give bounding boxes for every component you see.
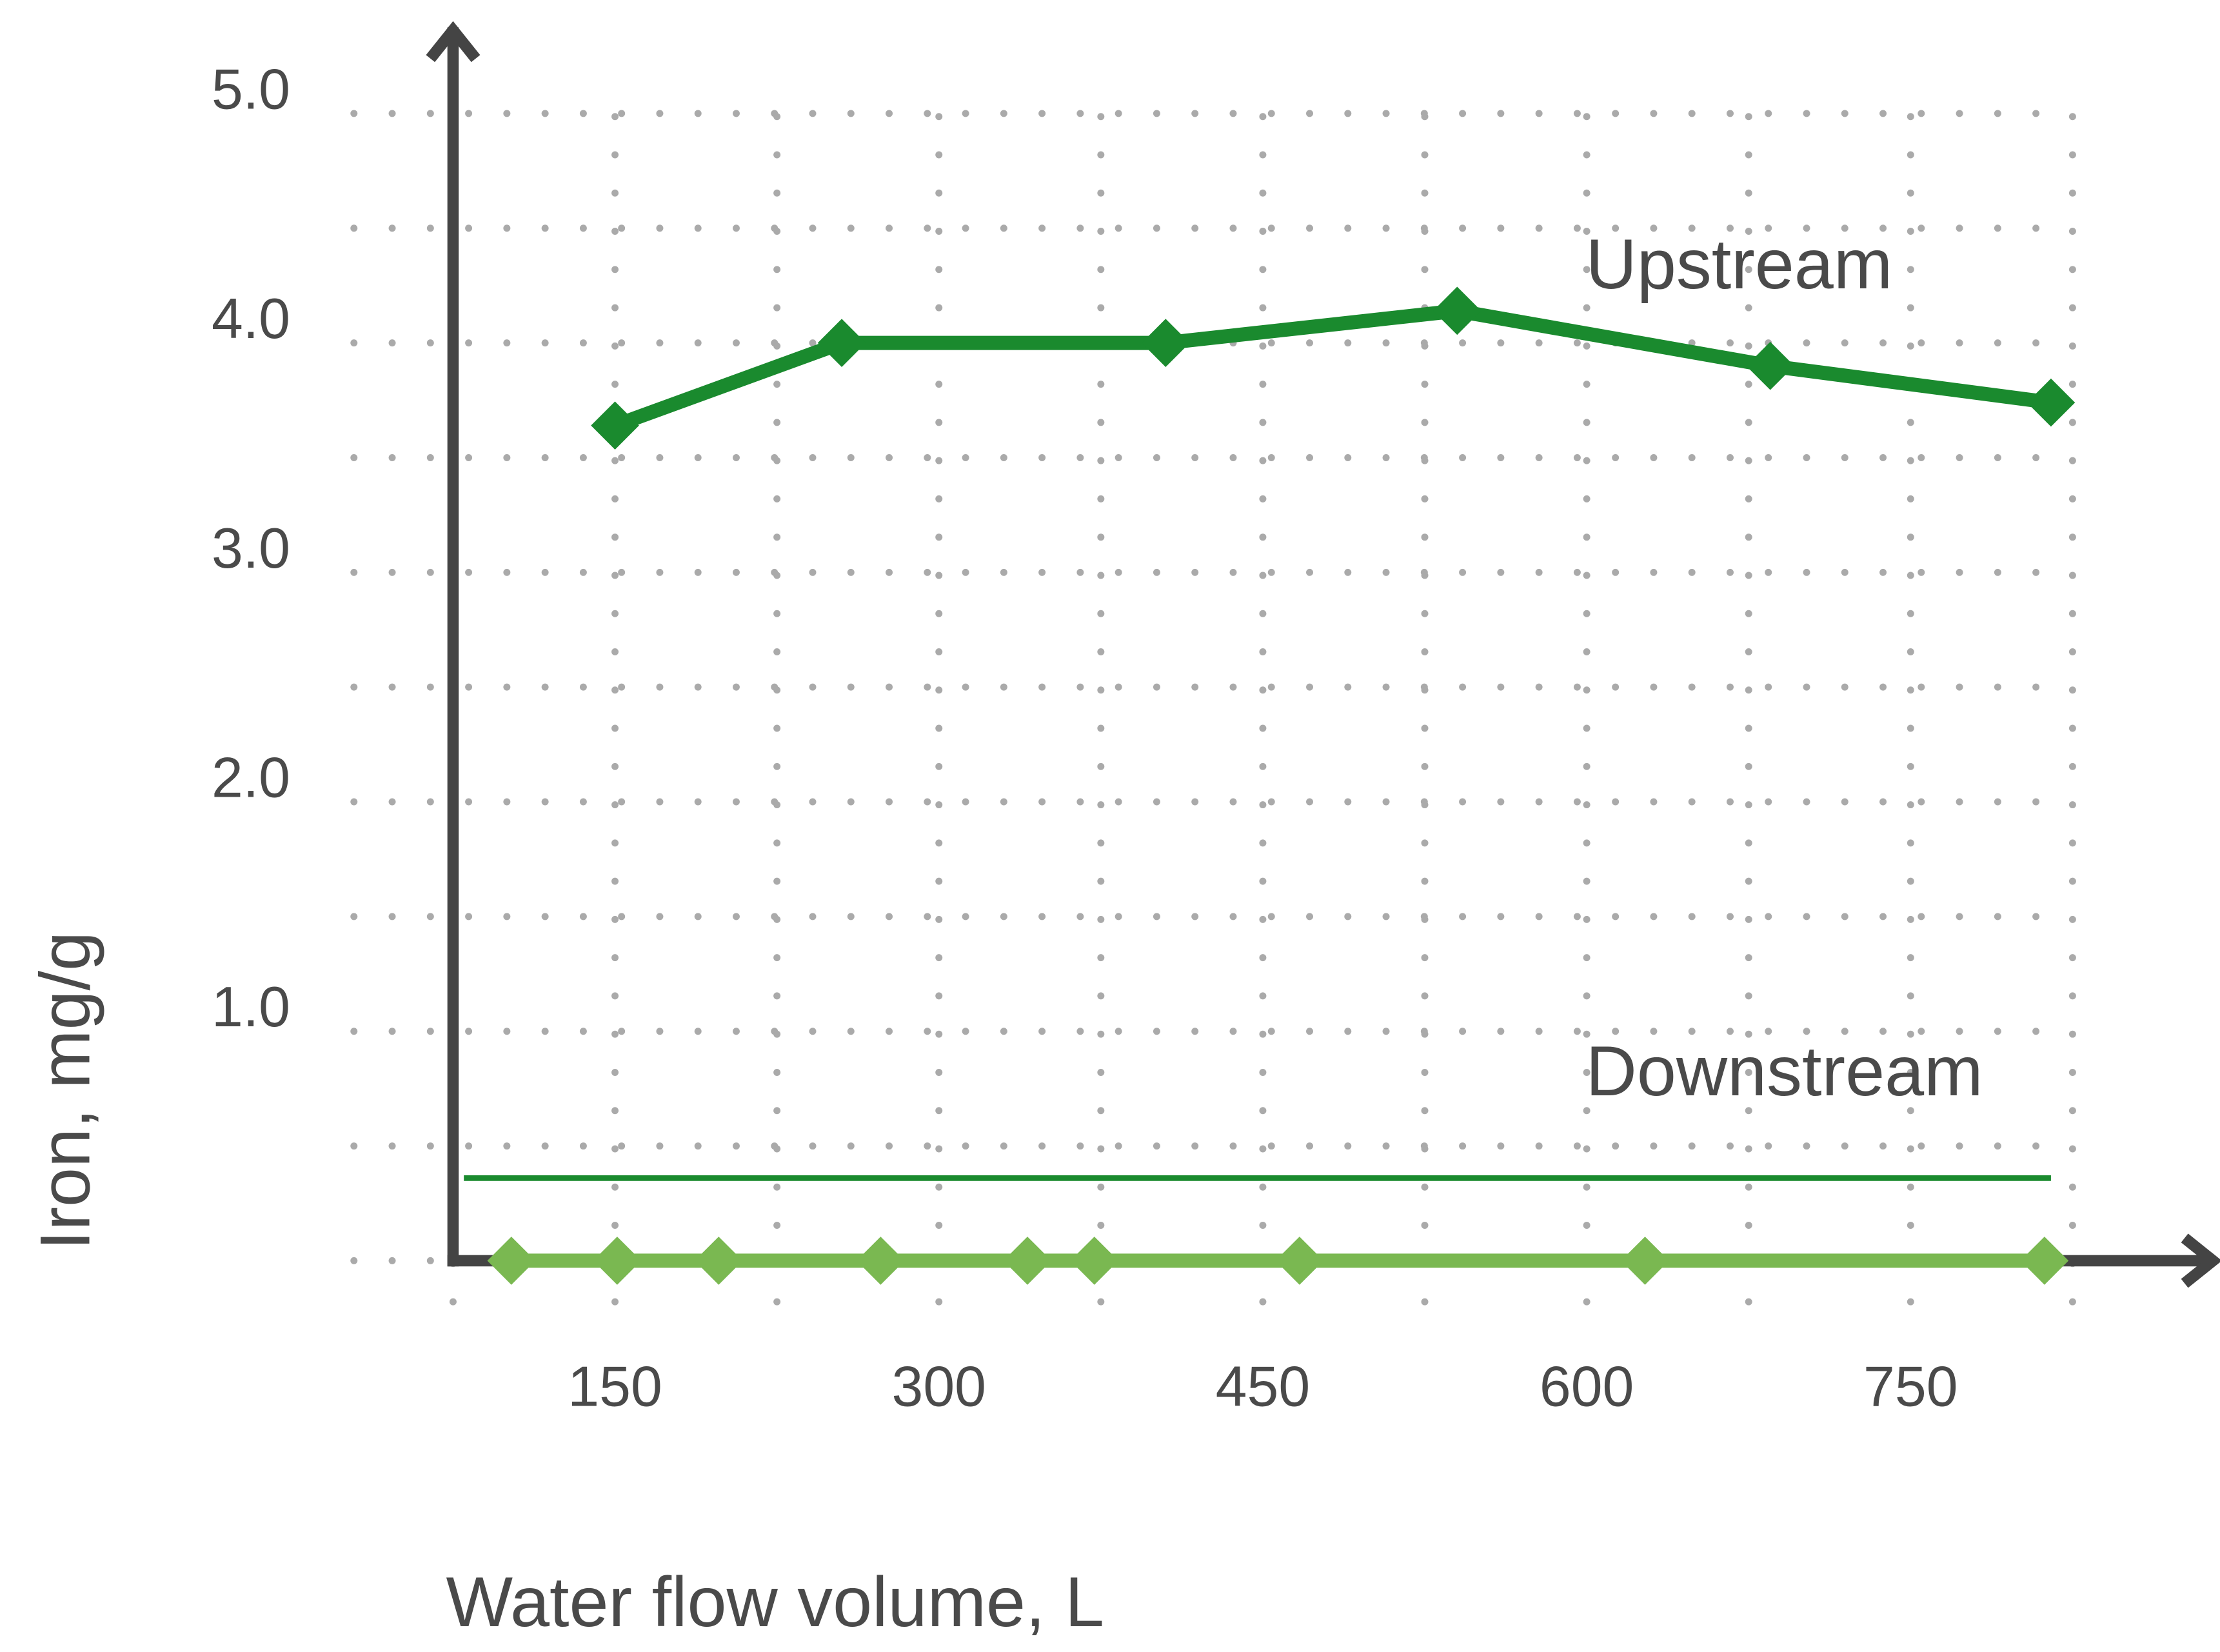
data-point (487, 1237, 536, 1285)
x-tick-label: 300 (891, 1355, 986, 1418)
y-axis-arrow (426, 21, 481, 63)
y-tick-label: 1.0 (212, 975, 290, 1039)
y-axis-label: Iron, mg/g (26, 931, 105, 1250)
data-point (1621, 1237, 1669, 1285)
data-point (694, 1237, 743, 1285)
data-point (1070, 1237, 1119, 1285)
x-tick-label: 750 (1863, 1355, 1958, 1418)
data-point (817, 319, 866, 367)
series-label: Upstream (1586, 225, 1893, 304)
x-tick-label: 600 (1540, 1355, 1634, 1418)
data-point (2020, 1237, 2069, 1285)
y-tick-label: 2.0 (212, 746, 290, 809)
data-point (1141, 319, 1190, 367)
x-axis-label: Water flow volume, L (446, 1563, 1104, 1642)
data-point (1746, 341, 1795, 390)
data-point (1275, 1237, 1324, 1285)
x-tick-label: 150 (568, 1355, 662, 1418)
x-axis-arrow (2181, 1233, 2220, 1288)
data-point (593, 1237, 642, 1285)
data-point (2027, 378, 2076, 427)
y-tick-label: 3.0 (212, 517, 290, 580)
x-tick-label: 450 (1216, 1355, 1311, 1418)
data-point (1003, 1237, 1052, 1285)
y-tick-label: 4.0 (212, 287, 290, 350)
data-point (591, 401, 639, 450)
series-line (612, 303, 2052, 432)
y-tick-label: 5.0 (212, 57, 290, 121)
data-point (1432, 286, 1482, 335)
data-point (857, 1237, 905, 1285)
series-label: Downstream (1586, 1032, 1983, 1111)
